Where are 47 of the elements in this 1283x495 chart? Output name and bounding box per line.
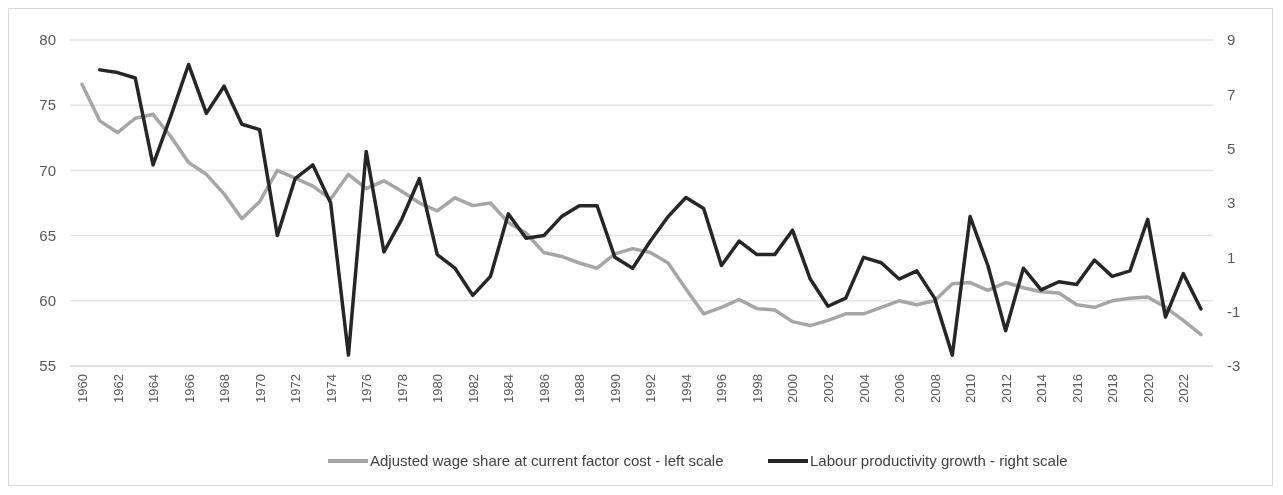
y2-tick-label: 3 <box>1227 194 1236 212</box>
x-tick-label: 2016 <box>1069 374 1085 403</box>
x-tick-label: 2020 <box>1140 374 1156 403</box>
x-tick-label: 2010 <box>963 374 979 403</box>
x-tick-label: 1962 <box>110 374 126 403</box>
y-tick-label: 80 <box>39 31 56 49</box>
y2-tick-label: -1 <box>1227 302 1241 320</box>
x-tick-label: 1994 <box>678 374 694 403</box>
x-tick-label: 1974 <box>323 374 339 403</box>
x-tick-label: 1970 <box>252 374 268 403</box>
x-tick-label: 2022 <box>1176 374 1192 403</box>
x-tick-label: 2008 <box>927 374 943 403</box>
y-tick-label: 60 <box>39 292 56 310</box>
x-tick-label: 1992 <box>643 374 659 403</box>
x-tick-label: 2014 <box>1034 374 1050 403</box>
x-tick-label: 1998 <box>749 374 765 403</box>
x-tick-label: 1988 <box>572 374 588 403</box>
y2-tick-label: -3 <box>1227 357 1241 375</box>
x-tick-label: 1978 <box>394 374 410 403</box>
x-tick-label: 1990 <box>607 374 623 403</box>
x-tick-label: 1960 <box>75 374 90 403</box>
y2-tick-label: 1 <box>1227 248 1236 266</box>
x-tick-label: 1964 <box>146 374 162 403</box>
x-tick-label: 1984 <box>501 374 517 403</box>
x-tick-label: 1968 <box>217 374 233 403</box>
x-tick-label: 2018 <box>1105 374 1121 403</box>
x-tick-label: 2006 <box>892 374 908 403</box>
x-tick-label: 2012 <box>998 374 1014 403</box>
x-tick-label: 1980 <box>430 374 446 403</box>
x-tick-label: 2004 <box>856 374 872 403</box>
y2-tick-label: 9 <box>1227 31 1236 49</box>
x-tick-label: 2002 <box>821 374 836 403</box>
y-tick-label: 65 <box>39 226 56 244</box>
y-tick-label: 55 <box>39 357 56 375</box>
x-tick-label: 1986 <box>536 374 552 403</box>
x-tick-label: 1996 <box>714 374 730 403</box>
legend-label: Labour productivity growth - right scale <box>810 452 1068 470</box>
x-tick-label: 1976 <box>359 374 375 403</box>
x-tick-label: 1972 <box>288 374 304 403</box>
y-tick-label: 70 <box>39 161 56 179</box>
x-tick-label: 2000 <box>785 374 801 403</box>
x-tick-label: 1982 <box>465 374 481 403</box>
legend-label: Adjusted wage share at current factor cost - left scale <box>370 452 724 470</box>
y2-tick-label: 5 <box>1227 139 1236 157</box>
y2-tick-label: 7 <box>1227 85 1236 103</box>
x-tick-label: 1966 <box>181 374 197 403</box>
y-tick-label: 75 <box>39 96 56 114</box>
